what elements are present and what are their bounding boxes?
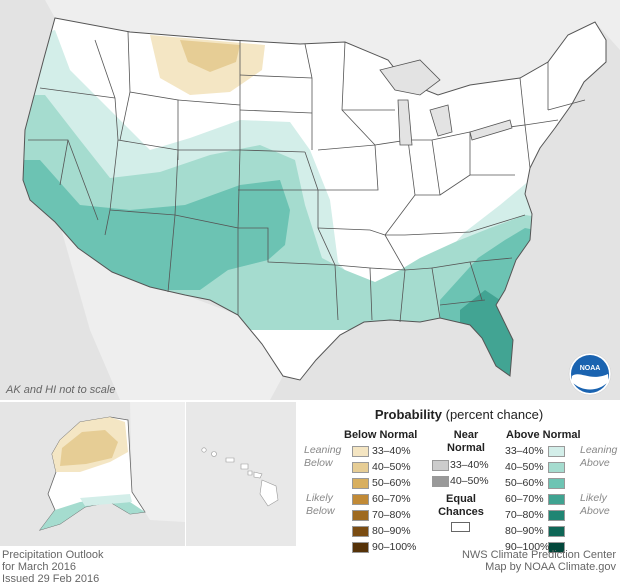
below-normal-heading: Below Normal bbox=[344, 429, 418, 441]
below-swatch bbox=[352, 446, 369, 457]
noaa-logo-icon: NOAA bbox=[568, 352, 612, 396]
near-swatch bbox=[432, 476, 449, 487]
below-range-label: 80–90% bbox=[372, 525, 411, 537]
below-swatch bbox=[352, 462, 369, 473]
leaning-below-label: Leaning Below bbox=[304, 444, 342, 469]
below-range-label: 70–80% bbox=[372, 509, 411, 521]
above-swatch bbox=[548, 446, 565, 457]
above-range-label: 60–70% bbox=[505, 493, 544, 505]
near-normal-heading: Near Normal bbox=[447, 429, 485, 454]
above-swatch bbox=[548, 462, 565, 473]
above-swatch bbox=[548, 510, 565, 521]
below-range-label: 60–70% bbox=[372, 493, 411, 505]
below-range-label: 50–60% bbox=[372, 477, 411, 489]
scale-note: AK and HI not to scale bbox=[6, 384, 116, 396]
leaning-above-label: Leaning Above bbox=[580, 444, 618, 469]
below-swatch bbox=[352, 510, 369, 521]
near-range-label: 33–40% bbox=[450, 459, 489, 471]
above-range-label: 90–100% bbox=[505, 541, 550, 553]
above-range-label: 70–80% bbox=[505, 509, 544, 521]
below-range-label: 40–50% bbox=[372, 461, 411, 473]
above-swatch bbox=[548, 526, 565, 537]
svg-text:NOAA: NOAA bbox=[580, 365, 601, 372]
above-normal-heading: Above Normal bbox=[506, 429, 581, 441]
above-swatch bbox=[548, 542, 565, 553]
below-swatch bbox=[352, 494, 369, 505]
below-swatch bbox=[352, 478, 369, 489]
footer-right: NWS Climate Prediction Center Map by NOA… bbox=[461, 549, 616, 573]
hawaii-inset[interactable] bbox=[186, 402, 296, 546]
above-range-label: 40–50% bbox=[505, 461, 544, 473]
below-range-label: 33–40% bbox=[372, 445, 411, 457]
footer-left: Precipitation Outlook for March 2016 Iss… bbox=[2, 549, 104, 585]
near-swatch bbox=[432, 460, 449, 471]
legend: Probability (percent chance) Below Norma… bbox=[298, 402, 620, 553]
above-range-label: 80–90% bbox=[505, 525, 544, 537]
equal-chances-swatch bbox=[451, 522, 470, 532]
below-range-label: 90–100% bbox=[372, 541, 417, 553]
equal-chances-label: Equal Chances bbox=[438, 493, 484, 518]
above-range-label: 33–40% bbox=[505, 445, 544, 457]
legend-title: Probability (percent chance) bbox=[374, 407, 544, 422]
near-range-label: 40–50% bbox=[450, 475, 489, 487]
above-swatch bbox=[548, 494, 565, 505]
above-range-label: 50–60% bbox=[505, 477, 544, 489]
below-swatch bbox=[352, 526, 369, 537]
likely-below-label: Likely Below bbox=[306, 492, 335, 517]
alaska-inset[interactable] bbox=[0, 402, 185, 546]
below-swatch bbox=[352, 542, 369, 553]
conus-map[interactable]: AK and HI not to scale NOAA bbox=[0, 0, 620, 400]
above-swatch bbox=[548, 478, 565, 489]
likely-above-label: Likely Above bbox=[580, 492, 610, 517]
